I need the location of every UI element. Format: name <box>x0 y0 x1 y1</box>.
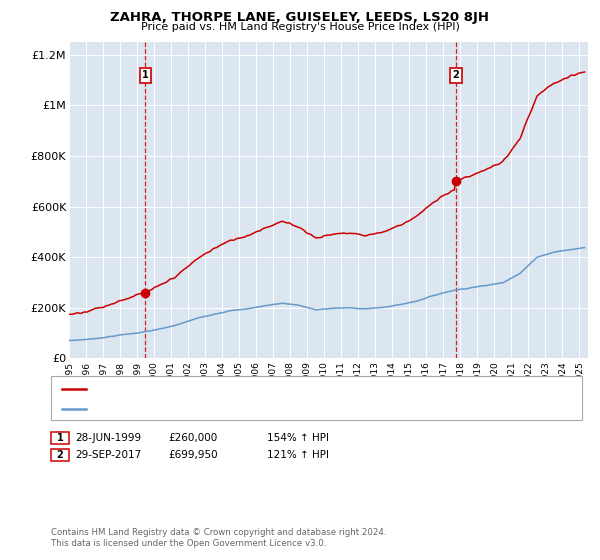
Text: 1: 1 <box>142 70 149 80</box>
Text: 28-JUN-1999: 28-JUN-1999 <box>75 433 141 443</box>
Text: Contains HM Land Registry data © Crown copyright and database right 2024.
This d: Contains HM Land Registry data © Crown c… <box>51 528 386 548</box>
Text: 29-SEP-2017: 29-SEP-2017 <box>75 450 141 460</box>
Text: 154% ↑ HPI: 154% ↑ HPI <box>267 433 329 443</box>
Text: Price paid vs. HM Land Registry's House Price Index (HPI): Price paid vs. HM Land Registry's House … <box>140 22 460 32</box>
Text: 1: 1 <box>56 433 64 443</box>
Text: £260,000: £260,000 <box>168 433 217 443</box>
Text: 121% ↑ HPI: 121% ↑ HPI <box>267 450 329 460</box>
Text: 2: 2 <box>56 450 64 460</box>
Text: £699,950: £699,950 <box>168 450 218 460</box>
Text: 2: 2 <box>452 70 460 80</box>
Text: ZAHRA, THORPE LANE, GUISELEY, LEEDS, LS20 8JH (detached house): ZAHRA, THORPE LANE, GUISELEY, LEEDS, LS2… <box>90 384 429 394</box>
Text: ZAHRA, THORPE LANE, GUISELEY, LEEDS, LS20 8JH: ZAHRA, THORPE LANE, GUISELEY, LEEDS, LS2… <box>110 11 490 24</box>
Text: HPI: Average price, detached house, Leeds: HPI: Average price, detached house, Leed… <box>90 404 299 414</box>
